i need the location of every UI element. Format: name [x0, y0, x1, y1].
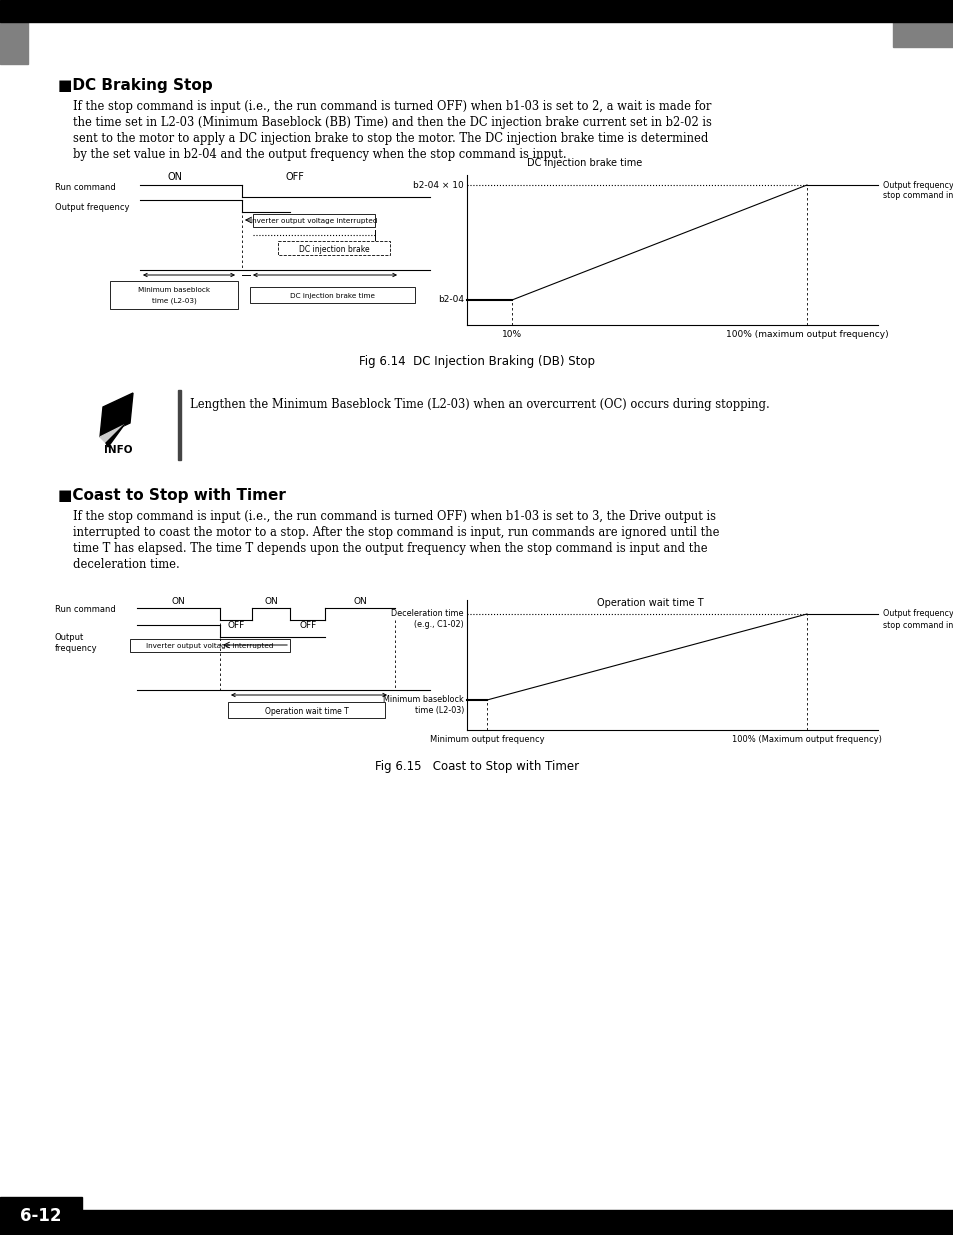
- Text: time (L2-03): time (L2-03): [152, 298, 196, 304]
- Text: time T has elapsed. The time T depends upon the output frequency when the stop c: time T has elapsed. The time T depends u…: [73, 542, 707, 555]
- Text: Minimum output frequency: Minimum output frequency: [429, 735, 544, 743]
- Text: If the stop command is input (i.e., the run command is turned OFF) when b1-03 is: If the stop command is input (i.e., the …: [73, 510, 716, 522]
- Text: (e.g., C1-02): (e.g., C1-02): [414, 620, 463, 629]
- Text: DC injection brake: DC injection brake: [298, 245, 369, 253]
- Polygon shape: [106, 425, 124, 447]
- Bar: [0, 0, 953, 22]
- Text: Output frequency: Output frequency: [55, 204, 130, 212]
- Bar: [253, 214, 375, 227]
- Text: INFO: INFO: [104, 445, 132, 454]
- Text: b2-04: b2-04: [437, 295, 463, 305]
- Text: Minimum baseblock: Minimum baseblock: [138, 287, 210, 293]
- Text: DC injection brake time: DC injection brake time: [290, 293, 375, 299]
- Text: Run command: Run command: [55, 183, 115, 191]
- Text: Deceleration time: Deceleration time: [391, 609, 463, 618]
- Text: Minimum baseblock: Minimum baseblock: [383, 695, 463, 704]
- Text: time (L2-03): time (L2-03): [415, 706, 463, 715]
- Text: 6-12: 6-12: [20, 1207, 62, 1225]
- Bar: [0, 1197, 82, 1235]
- Text: Inverter output voltage interrupted: Inverter output voltage interrupted: [250, 219, 377, 224]
- Text: the time set in L2-03 (Minimum Baseblock (BB) Time) and then the DC injection br: the time set in L2-03 (Minimum Baseblock…: [73, 116, 711, 128]
- Text: Run command: Run command: [55, 605, 115, 615]
- Text: Inverter output voltage interrupted: Inverter output voltage interrupted: [146, 643, 274, 650]
- Text: Output frequency at: Output frequency at: [882, 610, 953, 619]
- Text: stop command input: stop command input: [882, 191, 953, 200]
- Text: Fig 6.14  DC Injection Braking (DB) Stop: Fig 6.14 DC Injection Braking (DB) Stop: [358, 354, 595, 368]
- Text: 10%: 10%: [501, 330, 521, 338]
- Text: DC injection brake time: DC injection brake time: [526, 158, 641, 168]
- Text: Output
frequency: Output frequency: [55, 634, 97, 653]
- Polygon shape: [100, 393, 132, 437]
- Bar: [0, 1210, 953, 1235]
- Text: ■DC Braking Stop: ■DC Braking Stop: [58, 78, 213, 93]
- Bar: [277, 241, 390, 254]
- Text: ON: ON: [171, 597, 185, 606]
- Text: deceleration time.: deceleration time.: [73, 558, 179, 571]
- Text: Operation wait time T: Operation wait time T: [597, 598, 703, 608]
- Text: 100% (Maximum output frequency): 100% (Maximum output frequency): [731, 735, 881, 743]
- Text: stop command input: stop command input: [882, 620, 953, 630]
- Text: OFF: OFF: [227, 621, 244, 630]
- Text: Output frequency at: Output frequency at: [882, 180, 953, 189]
- Text: OFF: OFF: [299, 621, 316, 630]
- Text: If the stop command is input (i.e., the run command is turned OFF) when b1-03 is: If the stop command is input (i.e., the …: [73, 100, 711, 112]
- Bar: [892, 0, 953, 47]
- Text: interrupted to coast the motor to a stop. After the stop command is input, run c: interrupted to coast the motor to a stop…: [73, 526, 719, 538]
- Text: Operation wait time T: Operation wait time T: [264, 706, 348, 715]
- Text: ■Coast to Stop with Timer: ■Coast to Stop with Timer: [58, 488, 286, 503]
- Text: Lengthen the Minimum Baseblock Time (L2-03) when an overcurrent (OC) occurs duri: Lengthen the Minimum Baseblock Time (L2-…: [190, 398, 769, 411]
- Text: ON: ON: [353, 597, 367, 606]
- Text: sent to the motor to apply a DC injection brake to stop the motor. The DC inject: sent to the motor to apply a DC injectio…: [73, 132, 708, 144]
- Text: b2-04 × 10: b2-04 × 10: [413, 180, 463, 189]
- Text: 100% (maximum output frequency): 100% (maximum output frequency): [725, 330, 887, 338]
- Text: ON: ON: [264, 597, 277, 606]
- Text: ON: ON: [168, 172, 182, 182]
- Text: Fig 6.15   Coast to Stop with Timer: Fig 6.15 Coast to Stop with Timer: [375, 760, 578, 773]
- Polygon shape: [100, 425, 124, 443]
- Bar: [228, 701, 385, 718]
- Text: by the set value in b2-04 and the output frequency when the stop command is inpu: by the set value in b2-04 and the output…: [73, 148, 566, 161]
- Bar: [250, 287, 415, 303]
- Bar: [178, 390, 181, 459]
- Bar: [0, 22, 28, 64]
- Bar: [110, 282, 237, 309]
- Text: OFF: OFF: [285, 172, 304, 182]
- Bar: [130, 638, 290, 652]
